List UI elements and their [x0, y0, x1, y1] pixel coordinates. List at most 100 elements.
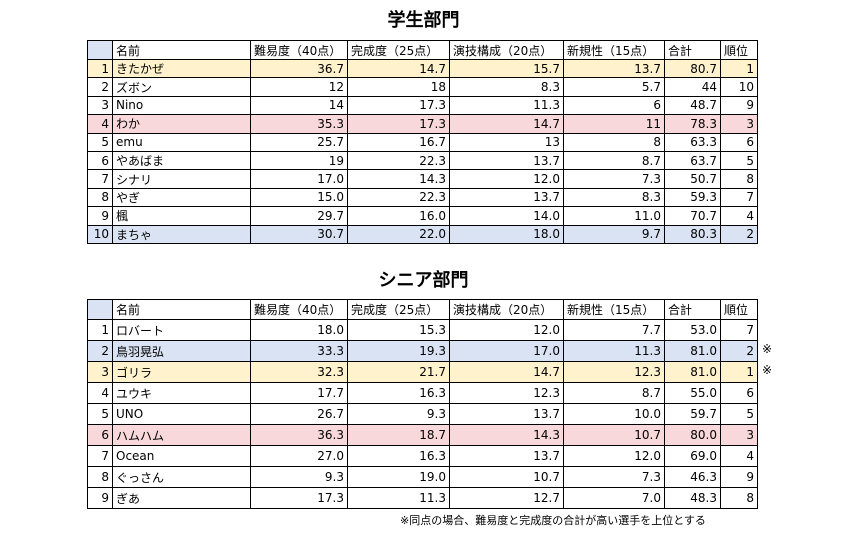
data-row: 8 やぎ 15.0 22.3 13.7 8.3 59.3 7 [87, 187, 758, 208]
row-note: ※ [762, 363, 773, 377]
cell: 8 [720, 487, 758, 509]
cell: 5.7 [563, 77, 665, 97]
cell: 7 [87, 445, 113, 467]
header-cell: 名前 [112, 299, 251, 320]
cell: emu [112, 132, 251, 152]
cell: 18.0 [449, 224, 564, 244]
cell: ゴリラ [112, 361, 251, 383]
cell: 63.3 [664, 132, 721, 152]
table-header: 名前 難易度（40点） 完成度（25点） 演技構成（20点） 新規性（15点） 合計 順位 [87, 40, 758, 60]
cell: 2 [720, 340, 758, 362]
cell: 14.3 [449, 424, 564, 446]
cell: 63.7 [664, 150, 721, 171]
cell: 27.0 [250, 445, 348, 467]
cell: 22.3 [347, 187, 450, 208]
cell: 78.3 [664, 114, 721, 134]
cell: 46.3 [664, 466, 721, 488]
cell: きたかぜ [112, 58, 251, 79]
cell: 10.0 [563, 403, 665, 425]
data-row: 6 ハムハム 36.3 18.7 14.3 10.7 80.0 3 [87, 424, 758, 446]
cell: 7 [720, 187, 758, 208]
cell: 26.7 [250, 403, 348, 425]
header-row: 名前 難易度（40点） 完成度（25点） 演技構成（20点） 新規性（15点） 合計 順位 [87, 299, 758, 320]
cell: 7.0 [563, 487, 665, 509]
cell: 6 [720, 132, 758, 152]
cell: 81.0 [664, 340, 721, 362]
header-row: 名前 難易度（40点） 完成度（25点） 演技構成（20点） 新規性（15点） 合計 順位 [87, 40, 758, 60]
header-cell: 順位 [720, 40, 758, 60]
cell: 59.3 [664, 187, 721, 208]
cell: 36.3 [250, 424, 348, 446]
cell: ユウキ [112, 382, 251, 404]
cell: 9 [720, 95, 758, 116]
cell: 25.7 [250, 132, 348, 152]
cell: 44 [664, 77, 721, 97]
cell: 19 [250, 150, 348, 171]
data-row: 1 きたかぜ 36.7 14.7 15.7 13.7 80.7 1 [87, 58, 758, 79]
cell: 11.0 [563, 206, 665, 226]
cell: 4 [87, 114, 113, 134]
header-cell [87, 40, 113, 60]
cell: 22.0 [347, 224, 450, 244]
cell: 3 [720, 114, 758, 134]
data-row: 3 Nino 14 17.3 11.3 6 48.7 9 [87, 95, 758, 116]
cell: 5 [720, 150, 758, 171]
cell: 80.7 [664, 58, 721, 79]
cell: 35.3 [250, 114, 348, 134]
cell: 11.3 [449, 95, 564, 116]
cell: 1 [87, 58, 113, 79]
cell: 17.0 [449, 340, 564, 362]
cell: 7.3 [563, 466, 665, 488]
cell: 鳥羽晃弘 [112, 340, 251, 362]
cell: 3 [720, 424, 758, 446]
cell: 12.0 [449, 169, 564, 189]
cell: 8 [720, 169, 758, 189]
cell: 17.0 [250, 169, 348, 189]
header-cell [87, 299, 113, 320]
cell: 2 [87, 77, 113, 97]
cell: 14.7 [347, 58, 450, 79]
cell: わか [112, 114, 251, 134]
cell: 29.7 [250, 206, 348, 226]
header-cell: 完成度（25点） [347, 40, 450, 60]
cell: 9 [87, 487, 113, 509]
cell: 17.3 [347, 114, 450, 134]
cell: 18 [347, 77, 450, 97]
header-cell: 合計 [664, 40, 721, 60]
data-row: 5 emu 25.7 16.7 13 8 63.3 6 [87, 132, 758, 152]
cell: 16.3 [347, 445, 450, 467]
table-body: 1 ロバート 18.0 15.3 12.0 7.7 53.0 7 2 鳥羽晃弘 33.3 19.3 17… [87, 319, 758, 509]
cell: 19.3 [347, 340, 450, 362]
cell: 18.0 [250, 319, 348, 341]
cell: 14.0 [449, 206, 564, 226]
cell: 14.3 [347, 169, 450, 189]
cell: 30.7 [250, 224, 348, 244]
cell: 11.3 [347, 487, 450, 509]
cell: 55.0 [664, 382, 721, 404]
cell: 12.0 [563, 445, 665, 467]
cell: 8.7 [563, 382, 665, 404]
cell: 80.0 [664, 424, 721, 446]
results-table: 名前 難易度（40点） 完成度（25点） 演技構成（20点） 新規性（15点） 合計 順位 1… [87, 40, 758, 244]
header-cell: 演技構成（20点） [449, 40, 564, 60]
cell: 12.3 [563, 361, 665, 383]
cell: 22.3 [347, 150, 450, 171]
cell: 16.0 [347, 206, 450, 226]
cell: 14.7 [449, 114, 564, 134]
cell: 53.0 [664, 319, 721, 341]
cell: 81.0 [664, 361, 721, 383]
cell: 14.7 [449, 361, 564, 383]
cell: 13.7 [449, 150, 564, 171]
cell: 楓 [112, 206, 251, 226]
cell: 5 [87, 132, 113, 152]
cell: 9.3 [347, 403, 450, 425]
cell: 15.7 [449, 58, 564, 79]
cell: 14 [250, 95, 348, 116]
cell: 8 [87, 187, 113, 208]
cell: 16.3 [347, 382, 450, 404]
cell: 1 [720, 58, 758, 79]
cell: 48.7 [664, 95, 721, 116]
cell: 69.0 [664, 445, 721, 467]
cell: 13.7 [449, 403, 564, 425]
